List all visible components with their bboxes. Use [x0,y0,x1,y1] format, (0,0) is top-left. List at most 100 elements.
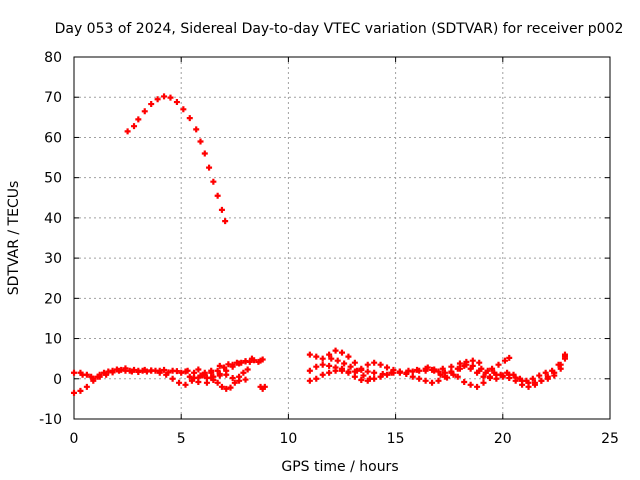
data-point [201,369,208,376]
data-point [227,384,234,391]
x-tick-label: 5 [177,431,186,447]
data-point [240,369,247,376]
data-point [186,373,193,380]
data-point [229,374,236,381]
data-point [531,381,538,388]
data-point [242,376,249,383]
data-point [476,359,483,366]
data-point [195,366,202,373]
data-point [176,379,183,386]
data-series [478,353,568,384]
data-point [504,369,511,376]
data-point [354,367,361,374]
axis-ticks [73,56,611,420]
data-point [306,377,313,384]
y-tick-labels: -10 0 10 20 30 40 50 60 70 80 [39,50,62,428]
data-point [384,364,391,371]
data-point [195,378,202,385]
data-point [463,361,470,368]
data-point [182,381,189,388]
data-point [313,375,320,382]
data-point [231,379,238,386]
data-point [236,377,243,384]
y-tick-label: 40 [44,211,62,227]
data-point [480,379,487,386]
data-point [341,360,348,367]
data-point [555,361,562,368]
data-point [154,96,161,103]
data-series [306,351,568,390]
y-tick-label: 60 [44,130,62,146]
data-point [83,383,90,390]
data-point [214,192,221,199]
data-point [456,365,463,372]
data-point [71,389,77,396]
data-point [429,379,436,386]
data-point [306,367,313,374]
data-point [469,357,476,364]
data-point [489,365,496,372]
data-point [201,150,208,157]
data-point [424,364,431,371]
data-point [216,370,223,377]
data-point [486,373,493,380]
plot-frame [73,56,611,420]
data-point [525,383,532,390]
data-point [358,376,365,383]
data-series [184,367,249,384]
y-tick-label: -10 [39,412,62,428]
data-point [332,367,339,374]
data-point [126,367,133,374]
data-point [491,369,498,376]
data-point [529,375,536,382]
data-point [332,347,339,354]
data-point [131,123,138,130]
data-point [161,366,168,373]
x-tick-label: 10 [279,431,297,447]
data-point [501,357,508,364]
data-point [345,353,352,360]
data-point [347,363,354,370]
data-point [214,367,221,374]
data-point [377,373,384,380]
data-point [467,381,474,388]
data-point [223,371,230,378]
data-point [351,359,358,366]
data-point [396,368,403,375]
data-point [366,375,373,382]
data-point [197,138,204,145]
data-point [439,365,446,372]
data-point [313,363,320,370]
x-tick-label: 15 [387,431,405,447]
data-point [542,369,549,376]
data-point [480,373,487,380]
data-point [416,367,423,374]
data-point [77,369,84,376]
data-point [257,357,264,364]
data-point [549,367,556,374]
data-point [191,369,198,376]
data-point [90,375,97,382]
data-point [210,178,217,185]
data-point [221,364,228,371]
data-point [218,206,225,213]
data-point [109,367,116,374]
x-tick-label: 25 [601,431,619,447]
data-point [186,115,193,122]
data-point [495,361,502,368]
data-series [124,93,229,225]
data-point [345,368,352,375]
data-point [510,371,517,378]
data-point [188,377,195,384]
data-point [161,93,168,100]
data-point [152,367,159,374]
data-point [512,377,519,384]
data-point [248,355,255,362]
data-point [478,365,485,372]
data-point [506,354,513,361]
data-point [390,369,397,376]
data-point [163,371,170,378]
data-point [184,367,191,374]
data-point [210,373,217,380]
data-point [409,368,416,375]
